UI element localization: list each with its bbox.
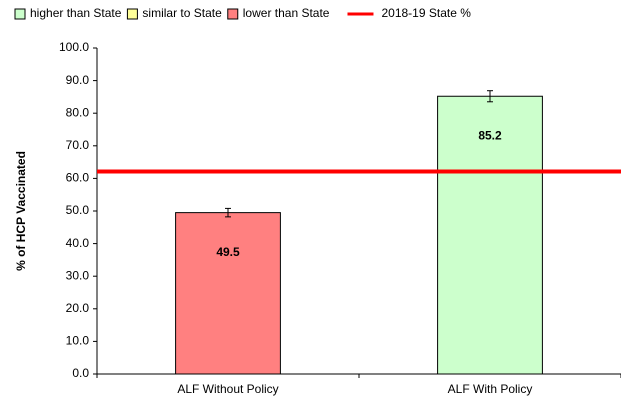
y-axis-label: % of HCP Vaccinated: [14, 151, 28, 271]
y-tick-label: 30.0: [66, 268, 90, 282]
legend-label: higher than State: [30, 6, 122, 20]
value-label: 85.2: [478, 128, 502, 142]
legend-label: 2018-19 State %: [381, 6, 471, 20]
y-tick-label: 10.0: [66, 334, 90, 348]
y-tick-label: 60.0: [66, 171, 90, 185]
y-tick-label: 70.0: [66, 138, 90, 152]
y-tick-label: 80.0: [66, 105, 90, 119]
y-tick-label: 50.0: [66, 203, 90, 217]
legend-swatch: [126, 8, 138, 20]
y-tick-label: 100.0: [59, 40, 89, 54]
y-tick-label: 20.0: [66, 301, 90, 315]
x-tick-label: ALF Without Policy: [177, 382, 278, 396]
bar: [175, 212, 281, 375]
legend-label: lower than State: [243, 6, 330, 20]
y-tick-label: 40.0: [66, 236, 90, 250]
x-tick-label: ALF With Policy: [448, 382, 533, 396]
legend-swatch: [14, 8, 26, 20]
legend-label: similar to State: [142, 6, 222, 20]
legend-swatch: [227, 8, 239, 20]
y-tick-label: 90.0: [66, 73, 90, 87]
y-tick-label: 0.0: [72, 366, 89, 380]
value-label: 49.5: [216, 245, 240, 259]
